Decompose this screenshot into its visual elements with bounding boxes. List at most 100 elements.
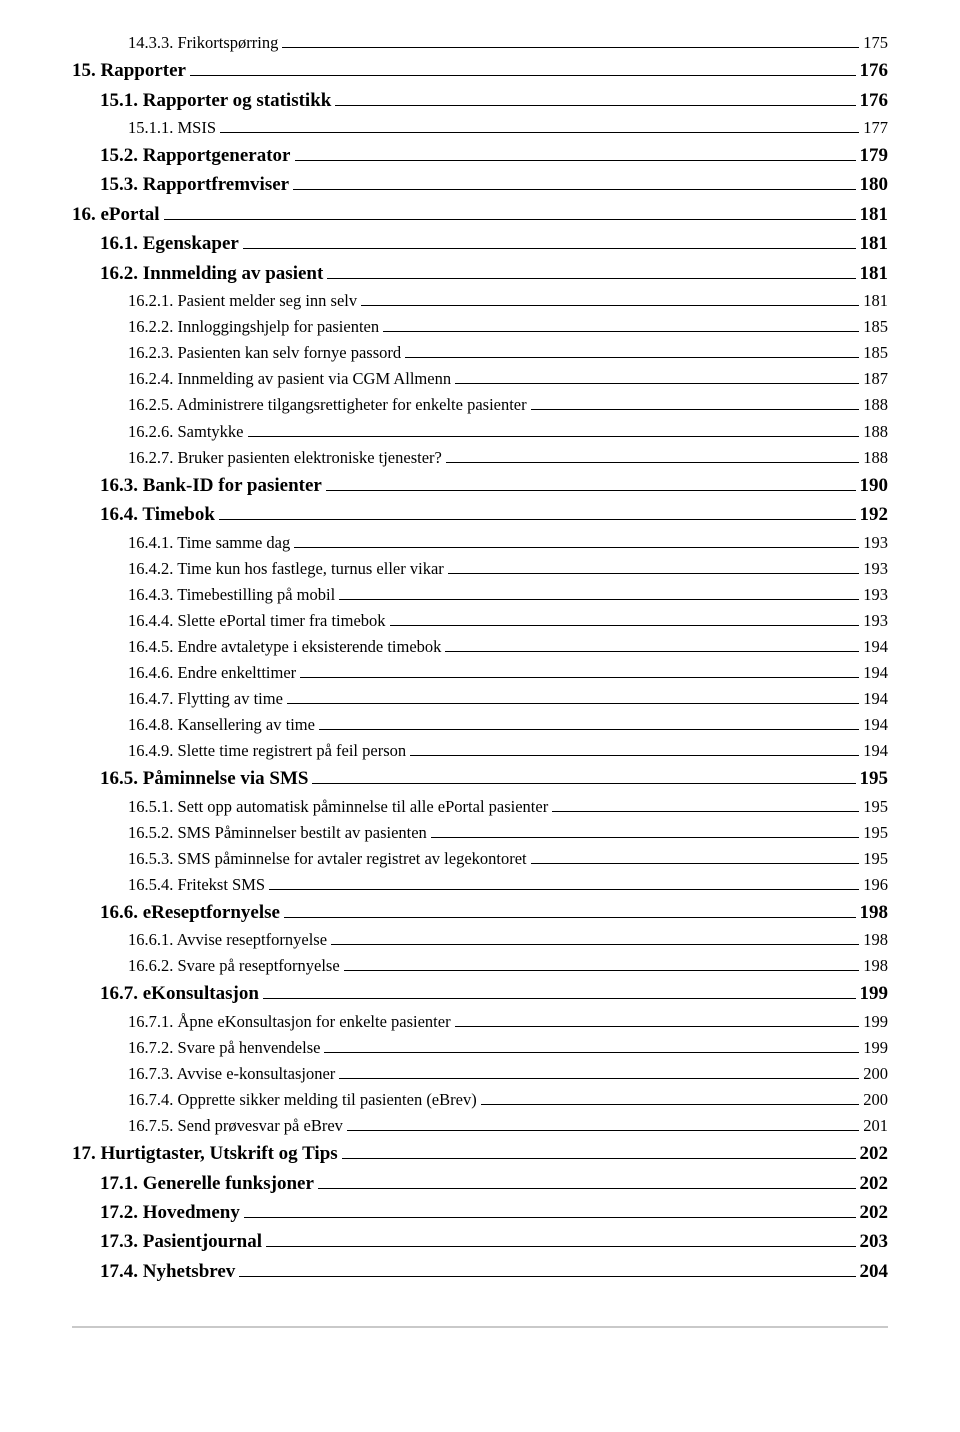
toc-entry[interactable]: 16.7.1. Åpne eKonsultasjon for enkelte p… — [128, 1009, 888, 1035]
toc-entry[interactable]: 16.6.2. Svare på reseptfornyelse198 — [128, 953, 888, 979]
toc-entry[interactable]: 16.4.2. Time kun hos fastlege, turnus el… — [128, 556, 888, 582]
toc-entry[interactable]: 16.2.7. Bruker pasienten elektroniske tj… — [128, 445, 888, 471]
toc-entry-label: 16.2.4. Innmelding av pasient via CGM Al… — [128, 366, 451, 392]
toc-leader — [324, 1052, 859, 1053]
toc-entry-page: 202 — [860, 1198, 889, 1227]
toc-entry[interactable]: 16.4.7. Flytting av time194 — [128, 686, 888, 712]
toc-entry[interactable]: 16.4.6. Endre enkelttimer194 — [128, 660, 888, 686]
toc-entry[interactable]: 16. ePortal181 — [72, 200, 888, 229]
toc-leader — [410, 755, 859, 756]
toc-leader — [331, 944, 859, 945]
toc-entry-page: 200 — [863, 1061, 888, 1087]
toc-entry[interactable]: 16.4.9. Slette time registrert på feil p… — [128, 738, 888, 764]
toc-leader — [431, 837, 859, 838]
toc-entry[interactable]: 15.3. Rapportfremviser180 — [100, 170, 888, 199]
toc-entry[interactable]: 16.7.3. Avvise e-konsultasjoner 200 — [128, 1061, 888, 1087]
toc-entry[interactable]: 17.4. Nyhetsbrev204 — [100, 1257, 888, 1286]
toc-leader — [319, 729, 859, 730]
toc-leader — [339, 1078, 859, 1079]
toc-leader — [347, 1130, 859, 1131]
toc-entry[interactable]: 16.5.4. Fritekst SMS196 — [128, 872, 888, 898]
toc-entry[interactable]: 16.5. Påminnelse via SMS195 — [100, 764, 888, 793]
toc-entry-page: 199 — [863, 1035, 888, 1061]
toc-leader — [335, 105, 855, 106]
toc-entry-label: 16. ePortal — [72, 200, 160, 229]
toc-entry[interactable]: 17.2. Hovedmeny202 — [100, 1198, 888, 1227]
toc-entry-label: 16.5.1. Sett opp automatisk påminnelse t… — [128, 794, 548, 820]
toc-leader — [481, 1104, 860, 1105]
toc-entry[interactable]: 15. Rapporter176 — [72, 56, 888, 85]
toc-entry-label: 16.2.3. Pasienten kan selv fornye passor… — [128, 340, 401, 366]
toc-leader — [294, 547, 859, 548]
toc-entry-page: 193 — [863, 582, 888, 608]
toc-entry-page: 204 — [860, 1257, 889, 1286]
toc-entry[interactable]: 17. Hurtigtaster, Utskrift og Tips202 — [72, 1139, 888, 1168]
toc-entry-page: 199 — [860, 979, 889, 1008]
toc-entry[interactable]: 16.7.2. Svare på henvendelse199 — [128, 1035, 888, 1061]
toc-entry[interactable]: 16.4.8. Kansellering av time 194 — [128, 712, 888, 738]
toc-entry[interactable]: 16.2.4. Innmelding av pasient via CGM Al… — [128, 366, 888, 392]
toc-entry-label: 16.1. Egenskaper — [100, 229, 239, 258]
toc-entry-page: 181 — [860, 229, 889, 258]
toc-entry[interactable]: 16.2.6. Samtykke 188 — [128, 419, 888, 445]
toc-entry-page: 195 — [863, 794, 888, 820]
toc-entry[interactable]: 16.7. eKonsultasjon199 — [100, 979, 888, 1008]
toc-entry-label: 16.4.8. Kansellering av time — [128, 712, 315, 738]
toc-entry-page: 185 — [863, 340, 888, 366]
toc-entry-label: 16.2.6. Samtykke — [128, 419, 244, 445]
toc-entry[interactable]: 16.5.1. Sett opp automatisk påminnelse t… — [128, 794, 888, 820]
toc-entry-page: 181 — [863, 288, 888, 314]
toc-entry[interactable]: 16.6.1. Avvise reseptfornyelse198 — [128, 927, 888, 953]
toc-entry[interactable]: 16.4.4. Slette ePortal timer fra timebok… — [128, 608, 888, 634]
toc-entry[interactable]: 16.4. Timebok192 — [100, 500, 888, 529]
toc-entry[interactable]: 16.1. Egenskaper 181 — [100, 229, 888, 258]
toc-leader — [312, 783, 855, 784]
toc-entry[interactable]: 16.6. eReseptfornyelse198 — [100, 898, 888, 927]
toc-entry-label: 16.2.7. Bruker pasienten elektroniske tj… — [128, 445, 442, 471]
toc-entry-label: 16.6. eReseptfornyelse — [100, 898, 280, 927]
toc-leader — [243, 248, 856, 249]
toc-leader — [248, 436, 860, 437]
toc-entry-label: 15.3. Rapportfremviser — [100, 170, 289, 199]
toc-leader — [300, 677, 859, 678]
toc-entry-label: 16.7.4. Opprette sikker melding til pasi… — [128, 1087, 477, 1113]
toc-entry[interactable]: 16.4.3. Timebestilling på mobil193 — [128, 582, 888, 608]
toc-entry[interactable]: 14.3.3. Frikortspørring175 — [128, 30, 888, 56]
toc-entry[interactable]: 15.2. Rapportgenerator179 — [100, 141, 888, 170]
toc-entry[interactable]: 16.2.5. Administrere tilgangsrettigheter… — [128, 392, 888, 418]
toc-leader — [295, 160, 856, 161]
toc-entry-label: 16.7.3. Avvise e-konsultasjoner — [128, 1061, 335, 1087]
toc-entry[interactable]: 16.7.4. Opprette sikker melding til pasi… — [128, 1087, 888, 1113]
toc-leader — [405, 357, 859, 358]
toc-entry[interactable]: 16.4.1. Time samme dag193 — [128, 530, 888, 556]
toc-entry-page: 194 — [863, 712, 888, 738]
toc-entry[interactable]: 16.4.5. Endre avtaletype i eksisterende … — [128, 634, 888, 660]
toc-leader — [446, 462, 859, 463]
toc-entry-page: 195 — [863, 820, 888, 846]
toc-entry[interactable]: 15.1.1. MSIS177 — [128, 115, 888, 141]
toc-entry[interactable]: 16.7.5. Send prøvesvar på eBrev201 — [128, 1113, 888, 1139]
toc-leader — [244, 1217, 856, 1218]
toc-entry[interactable]: 16.5.2. SMS Påminnelser bestilt av pasie… — [128, 820, 888, 846]
toc-entry-label: 15. Rapporter — [72, 56, 186, 85]
toc-entry-page: 188 — [863, 419, 888, 445]
toc-leader — [531, 863, 860, 864]
toc-entry[interactable]: 17.1. Generelle funksjoner202 — [100, 1169, 888, 1198]
toc-entry-label: 16.4.5. Endre avtaletype i eksisterende … — [128, 634, 441, 660]
toc-leader — [390, 625, 860, 626]
toc-entry[interactable]: 15.1. Rapporter og statistikk176 — [100, 86, 888, 115]
toc-entry[interactable]: 16.2.1. Pasient melder seg inn selv181 — [128, 288, 888, 314]
toc-entry[interactable]: 17.3. Pasientjournal203 — [100, 1227, 888, 1256]
toc-entry[interactable]: 16.2. Innmelding av pasient181 — [100, 259, 888, 288]
toc-leader — [266, 1246, 855, 1247]
toc-entry[interactable]: 16.5.3. SMS påminnelse for avtaler regis… — [128, 846, 888, 872]
toc-entry[interactable]: 16.2.3. Pasienten kan selv fornye passor… — [128, 340, 888, 366]
toc-entry-page: 176 — [860, 86, 889, 115]
toc-leader — [190, 75, 856, 76]
toc-entry-page: 175 — [863, 30, 888, 56]
toc-entry[interactable]: 16.3. Bank-ID for pasienter190 — [100, 471, 888, 500]
toc-entry-page: 202 — [860, 1169, 889, 1198]
toc-entry[interactable]: 16.2.2. Innloggingshjelp for pasienten18… — [128, 314, 888, 340]
toc-entry-label: 16.3. Bank-ID for pasienter — [100, 471, 322, 500]
toc-entry-page: 193 — [863, 608, 888, 634]
